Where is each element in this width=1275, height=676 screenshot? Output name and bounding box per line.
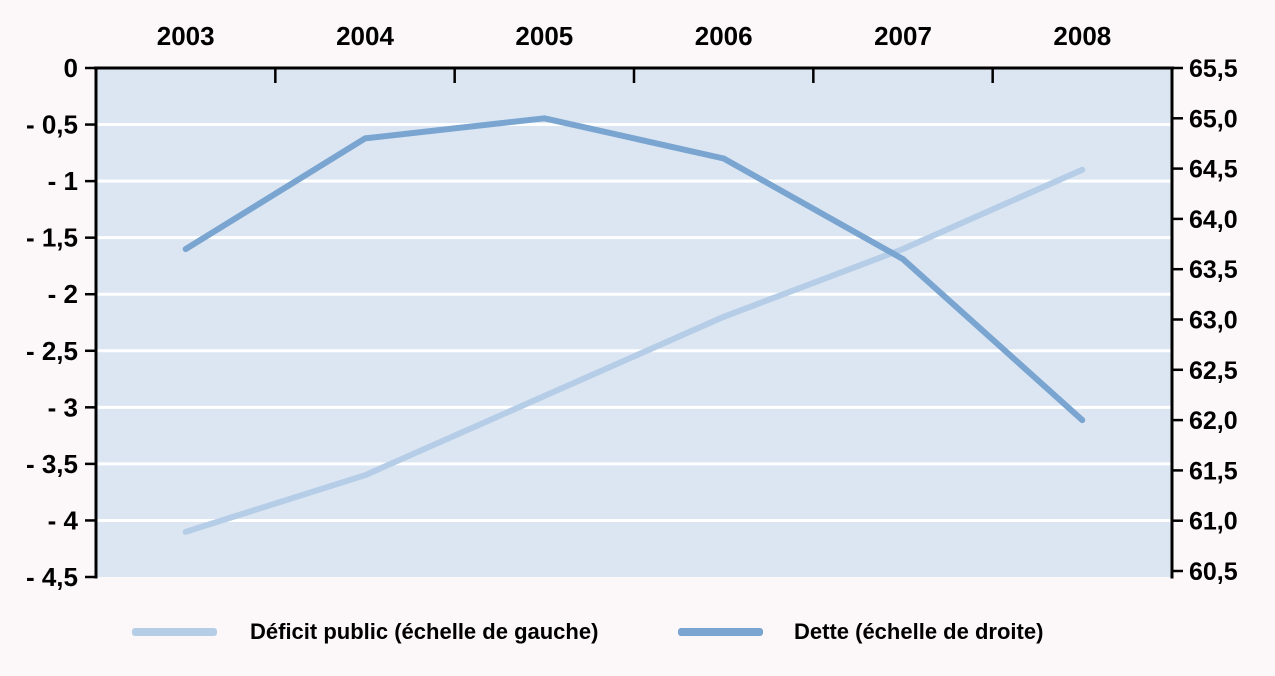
year-label: 2007 [874, 21, 932, 51]
chart-svg: 2003 2004 2005 2006 2007 2008 0 - 0,5 - 1 - 1,5 - … [26, 21, 1238, 592]
dette-line [182, 115, 1086, 424]
left-axis-tick-label: - 1,5 [26, 223, 78, 253]
dette-line-swatch [678, 628, 763, 636]
left-axis-tick-label: - 0,5 [26, 110, 78, 140]
right-axis-tick-label: 62,0 [1189, 407, 1238, 435]
left-axis-tick-label: - 3,5 [26, 449, 78, 479]
legend-label-dette: Dette (échelle de droite) [794, 619, 1044, 644]
plot-area [96, 68, 1172, 577]
left-axis-tick-label: - 2,5 [26, 336, 78, 366]
legend: Déficit public (échelle de gauche) Dette… [0, 610, 1275, 660]
left-axis-tick-label: - 3 [48, 392, 78, 422]
right-axis-tick-label: 64,5 [1189, 156, 1238, 184]
left-axis-tick-label: 0 [64, 53, 78, 83]
year-label: 2004 [336, 21, 394, 51]
deficit-line-swatch [132, 628, 217, 636]
right-axis-tick-label: 65,0 [1189, 105, 1238, 133]
right-axis-tick-label: 64,0 [1189, 206, 1238, 234]
deficit-line [182, 166, 1086, 535]
right-axis-tick-label: 61,0 [1189, 508, 1238, 536]
year-label: 2003 [157, 21, 215, 51]
left-axis-tick-label: - 1 [48, 166, 78, 196]
legend-item-dette: Dette (échelle de droite) [678, 610, 1043, 654]
legend-label-deficit: Déficit public (échelle de gauche) [250, 619, 599, 644]
right-axis-tick-label: 61,5 [1189, 457, 1238, 485]
left-axis-tick-label: - 4,5 [26, 562, 78, 592]
right-axis-tick-label: 65,5 [1189, 55, 1238, 83]
right-axis-tick-label: 62,5 [1189, 357, 1238, 385]
line-chart-plot: 2003 2004 2005 2006 2007 2008 0 - 0,5 - 1 - 1,5 - … [26, 21, 1238, 592]
left-axis-tick-label: - 4 [48, 505, 79, 535]
year-label: 2005 [515, 21, 573, 51]
right-axis-tick-label: 60,5 [1189, 558, 1238, 586]
left-axis-tick-label: - 2 [48, 279, 78, 309]
year-label: 2008 [1053, 21, 1111, 51]
right-axis-tick-label: 63,5 [1189, 256, 1238, 284]
year-label: 2006 [695, 21, 753, 51]
right-axis-tick-label: 63,0 [1189, 307, 1238, 335]
legend-item-deficit: Déficit public (échelle de gauche) [132, 610, 598, 654]
